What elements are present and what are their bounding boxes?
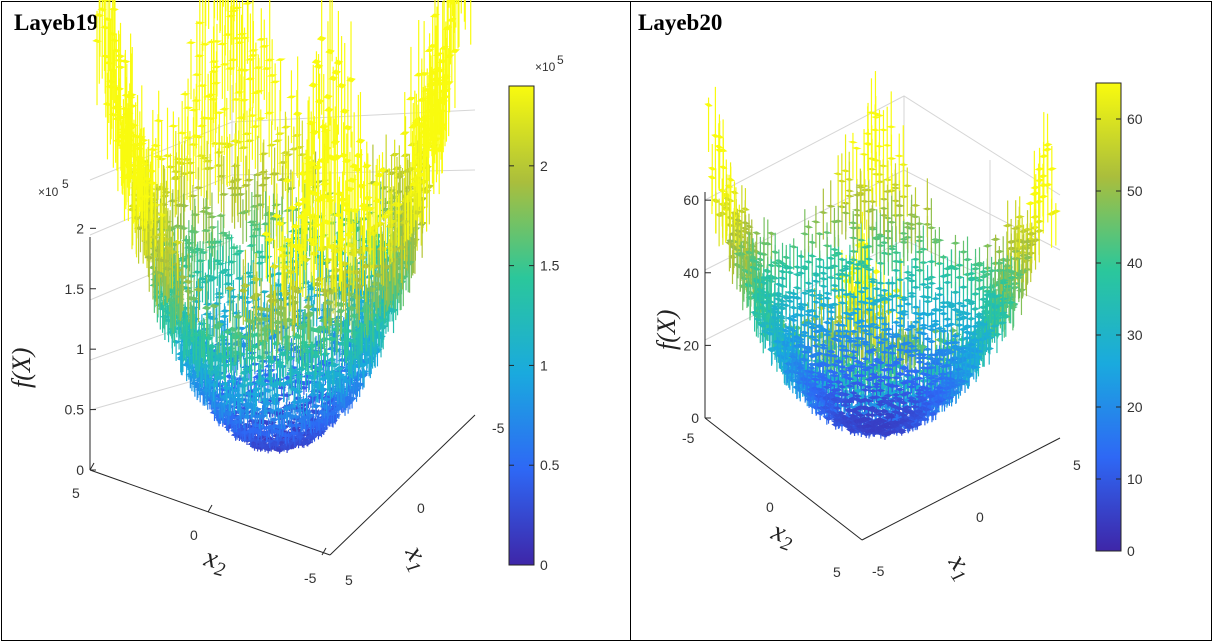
colorbar-frame bbox=[508, 85, 535, 566]
colorbar-tick-label: 2 bbox=[540, 158, 548, 174]
x2-tick-mark bbox=[207, 504, 213, 513]
colorbar bbox=[509, 86, 534, 565]
colorbar-exponent-power: 5 bbox=[557, 53, 564, 67]
x1-tick-label: 0 bbox=[417, 500, 425, 516]
panel-title-left: Layeb19 bbox=[14, 10, 99, 35]
z-tick-label: 0 bbox=[691, 410, 699, 426]
colorbar-tick-label: 1.5 bbox=[540, 258, 560, 274]
panel-title-right: Layeb20 bbox=[638, 10, 723, 35]
table-divider bbox=[630, 1, 631, 641]
colorbar-tick-label: 0 bbox=[540, 557, 548, 573]
x2-tick-label: 5 bbox=[72, 485, 80, 501]
colorbar-tick-label: 1 bbox=[540, 357, 548, 373]
x1-tick-label: -5 bbox=[492, 420, 505, 436]
z-tick-label: 0.5 bbox=[65, 402, 85, 418]
surface-cells bbox=[704, 71, 1061, 440]
x2-tick-label: -5 bbox=[304, 570, 317, 586]
z-tick-label: 0 bbox=[76, 462, 84, 478]
z-tick-label: 1 bbox=[76, 341, 84, 357]
z-tick-label: 1.5 bbox=[65, 281, 85, 297]
z-exponent-label: ×10 bbox=[38, 185, 59, 199]
z-tick-label: 40 bbox=[683, 265, 699, 281]
x1-tick-label: 5 bbox=[345, 572, 353, 588]
colorbar-tick-label: 0.5 bbox=[540, 457, 560, 473]
z-tick-label: 2 bbox=[76, 220, 84, 236]
z-tick-label: 60 bbox=[683, 192, 699, 208]
colorbar-exponent: ×10 bbox=[535, 60, 556, 74]
x2-axis-label: x2 bbox=[199, 542, 231, 582]
x2-axis-line bbox=[89, 469, 331, 556]
x2-tick-mark bbox=[89, 462, 95, 471]
back-wall-grid bbox=[704, 95, 1061, 201]
z-exponent-power: 5 bbox=[62, 177, 69, 191]
x2-tick-mark bbox=[321, 547, 327, 556]
x1-axis-label: x1 bbox=[395, 540, 437, 577]
x1-axis-line bbox=[329, 414, 476, 556]
surface-cells bbox=[92, 0, 472, 454]
x2-tick-label: 0 bbox=[190, 527, 198, 543]
z-axis-label: f(X) bbox=[7, 348, 36, 388]
z-tick-label: 20 bbox=[683, 337, 699, 353]
